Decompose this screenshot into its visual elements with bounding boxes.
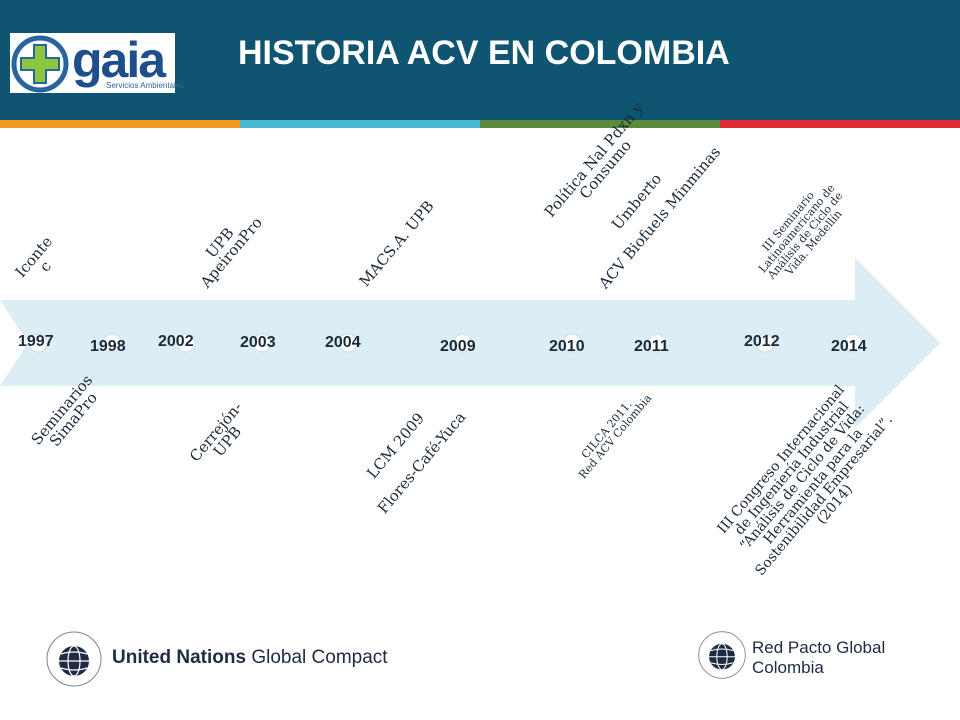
timeline-dot-1998 [102,333,122,353]
timeline-dot-2014 [843,333,863,353]
year-label: 1998 [90,338,126,355]
header-bar: gaia Servicios Ambientales HISTORIA ACV … [0,0,960,120]
red-pacto-global-label: Red Pacto Global Colombia [752,638,886,677]
gaia-cross-icon [11,35,69,93]
year-label: 2003 [240,334,276,351]
strip-red [720,120,960,128]
timeline-dot-2010 [562,333,582,353]
year-label: 1997 [18,333,54,350]
timeline-dot-2003 [252,333,272,353]
global-compact-seal-icon [46,631,102,687]
logo-subtitle: Servicios Ambientales [106,81,185,90]
timeline-dot-1997 [28,333,48,353]
year-label: 2010 [549,338,585,355]
year-label: 2012 [744,333,780,350]
year-label: 2004 [325,334,361,351]
timeline-dot-2011 [647,333,667,353]
year-label: 2014 [831,338,867,355]
strip-green [480,120,720,128]
logo-wordmark: gaia [72,32,166,88]
timeline-dot-2012 [755,333,775,353]
un-global-compact-label: United Nations Global Compact [112,647,388,668]
timeline-dot-2002 [176,333,196,353]
gaia-logo: gaia Servicios Ambientales [10,32,184,93]
year-label: 2002 [158,333,194,350]
global-compact-seal-icon [698,631,746,679]
strip-cyan [240,120,480,128]
year-label: 2009 [440,338,476,355]
page-title: HISTORIA ACV EN COLOMBIA [238,34,730,72]
timeline-dot-2009 [453,333,473,353]
strip-orange [0,120,240,128]
year-label: 2011 [634,338,669,355]
timeline-dot-2004 [338,333,358,353]
